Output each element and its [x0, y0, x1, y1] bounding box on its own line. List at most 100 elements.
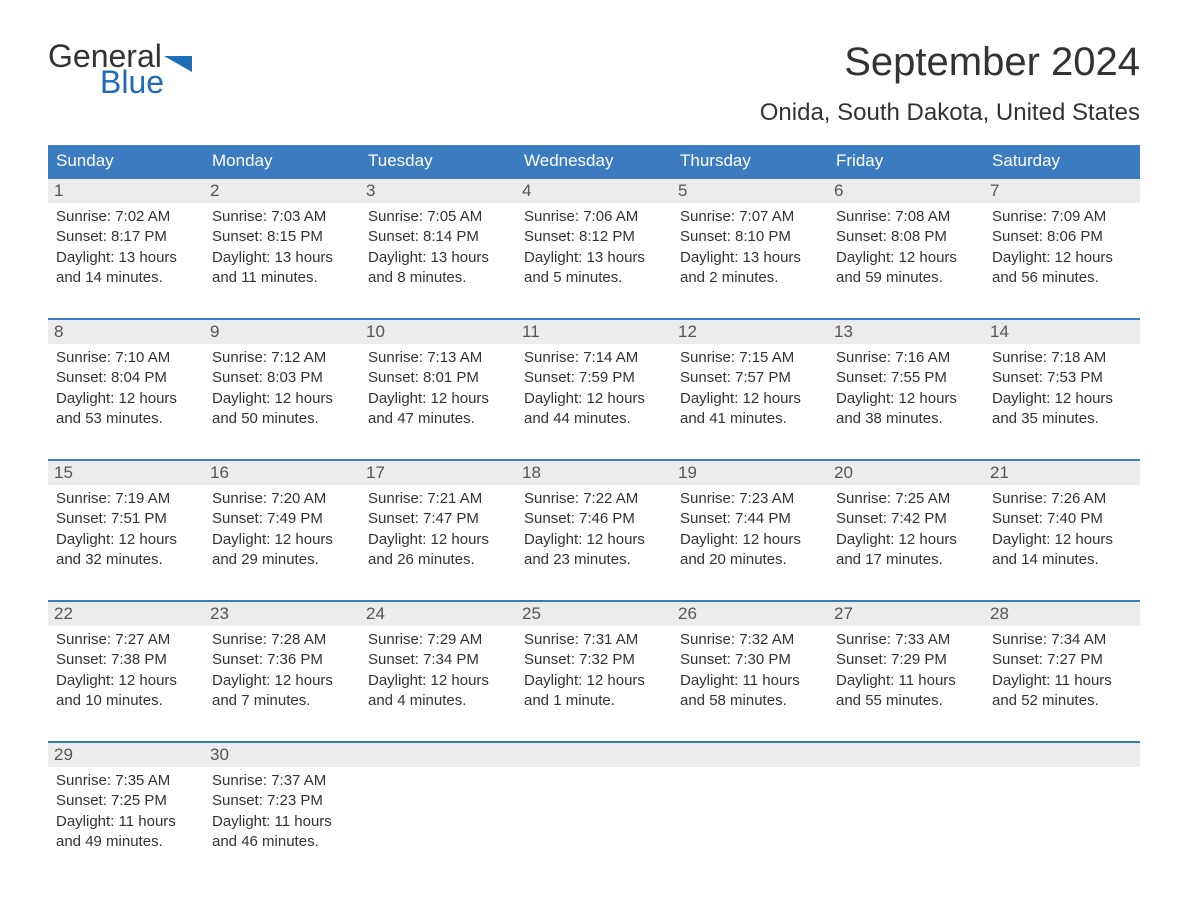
sunset-text: Sunset: 8:01 PM — [368, 368, 508, 388]
sunset-text: Sunset: 7:36 PM — [212, 650, 352, 670]
day-number-cell: 1 — [48, 178, 204, 203]
sunrise-text: Sunrise: 7:03 AM — [212, 207, 352, 227]
day-number: 18 — [516, 461, 672, 485]
day-number-cell: 25 — [516, 601, 672, 626]
day-number: 16 — [204, 461, 360, 485]
day-number-cell: 3 — [360, 178, 516, 203]
sunrise-text: Sunrise: 7:02 AM — [56, 207, 196, 227]
sunset-text: Sunset: 7:51 PM — [56, 509, 196, 529]
sunrise-text: Sunrise: 7:18 AM — [992, 348, 1132, 368]
sunset-text: Sunset: 7:49 PM — [212, 509, 352, 529]
day-number-cell: 14 — [984, 319, 1140, 344]
week-body-row: Sunrise: 7:27 AMSunset: 7:38 PMDaylight:… — [48, 626, 1140, 742]
daylight-text: Daylight: 11 hours and 58 minutes. — [680, 671, 820, 712]
day-number-cell — [828, 742, 984, 767]
week-daynum-row: 15161718192021 — [48, 460, 1140, 485]
sunset-text: Sunset: 8:08 PM — [836, 227, 976, 247]
day-number-cell: 30 — [204, 742, 360, 767]
day-header: Monday — [204, 145, 360, 178]
sunset-text: Sunset: 7:57 PM — [680, 368, 820, 388]
day-number: 21 — [984, 461, 1140, 485]
day-header: Friday — [828, 145, 984, 178]
week-body-row: Sunrise: 7:02 AMSunset: 8:17 PMDaylight:… — [48, 203, 1140, 319]
day-number: 9 — [204, 320, 360, 344]
day-number-cell — [672, 742, 828, 767]
sunset-text: Sunset: 8:12 PM — [524, 227, 664, 247]
day-body: Sunrise: 7:03 AMSunset: 8:15 PMDaylight:… — [204, 203, 360, 318]
day-number-cell: 17 — [360, 460, 516, 485]
day-number-cell: 24 — [360, 601, 516, 626]
week-body-row: Sunrise: 7:10 AMSunset: 8:04 PMDaylight:… — [48, 344, 1140, 460]
day-number-cell: 18 — [516, 460, 672, 485]
day-body-cell: Sunrise: 7:32 AMSunset: 7:30 PMDaylight:… — [672, 626, 828, 742]
day-number-cell: 29 — [48, 742, 204, 767]
day-number-cell: 28 — [984, 601, 1140, 626]
sunrise-text: Sunrise: 7:20 AM — [212, 489, 352, 509]
sunset-text: Sunset: 8:15 PM — [212, 227, 352, 247]
day-number: 8 — [48, 320, 204, 344]
sunset-text: Sunset: 7:23 PM — [212, 791, 352, 811]
day-number-cell: 21 — [984, 460, 1140, 485]
day-number-cell: 10 — [360, 319, 516, 344]
sunset-text: Sunset: 7:38 PM — [56, 650, 196, 670]
daylight-text: Daylight: 12 hours and 20 minutes. — [680, 530, 820, 571]
day-number-cell: 19 — [672, 460, 828, 485]
day-number-cell: 11 — [516, 319, 672, 344]
day-number-cell: 27 — [828, 601, 984, 626]
sunrise-text: Sunrise: 7:37 AM — [212, 771, 352, 791]
day-body-cell: Sunrise: 7:09 AMSunset: 8:06 PMDaylight:… — [984, 203, 1140, 319]
week-daynum-row: 1234567 — [48, 178, 1140, 203]
day-body-cell — [828, 767, 984, 882]
sunset-text: Sunset: 7:46 PM — [524, 509, 664, 529]
day-number-cell — [360, 742, 516, 767]
day-number: 27 — [828, 602, 984, 626]
day-body-cell: Sunrise: 7:22 AMSunset: 7:46 PMDaylight:… — [516, 485, 672, 601]
day-number-cell: 12 — [672, 319, 828, 344]
day-header: Thursday — [672, 145, 828, 178]
daylight-text: Daylight: 12 hours and 7 minutes. — [212, 671, 352, 712]
daylight-text: Daylight: 12 hours and 59 minutes. — [836, 248, 976, 289]
day-body-cell: Sunrise: 7:20 AMSunset: 7:49 PMDaylight:… — [204, 485, 360, 601]
calendar-table: Sunday Monday Tuesday Wednesday Thursday… — [48, 145, 1140, 882]
sunrise-text: Sunrise: 7:25 AM — [836, 489, 976, 509]
day-body-cell: Sunrise: 7:16 AMSunset: 7:55 PMDaylight:… — [828, 344, 984, 460]
sunrise-text: Sunrise: 7:08 AM — [836, 207, 976, 227]
day-number-cell: 8 — [48, 319, 204, 344]
daylight-text: Daylight: 12 hours and 10 minutes. — [56, 671, 196, 712]
day-number: 1 — [48, 179, 204, 203]
day-number-cell: 23 — [204, 601, 360, 626]
sunrise-text: Sunrise: 7:35 AM — [56, 771, 196, 791]
sunset-text: Sunset: 7:47 PM — [368, 509, 508, 529]
title-block: September 2024 Onida, South Dakota, Unit… — [760, 40, 1140, 137]
day-body — [984, 767, 1140, 877]
day-body: Sunrise: 7:08 AMSunset: 8:08 PMDaylight:… — [828, 203, 984, 318]
day-body-cell: Sunrise: 7:14 AMSunset: 7:59 PMDaylight:… — [516, 344, 672, 460]
sunrise-text: Sunrise: 7:28 AM — [212, 630, 352, 650]
day-body-cell: Sunrise: 7:21 AMSunset: 7:47 PMDaylight:… — [360, 485, 516, 601]
day-body-cell: Sunrise: 7:05 AMSunset: 8:14 PMDaylight:… — [360, 203, 516, 319]
sunset-text: Sunset: 7:34 PM — [368, 650, 508, 670]
day-body-cell: Sunrise: 7:18 AMSunset: 7:53 PMDaylight:… — [984, 344, 1140, 460]
day-body: Sunrise: 7:09 AMSunset: 8:06 PMDaylight:… — [984, 203, 1140, 318]
sunrise-text: Sunrise: 7:19 AM — [56, 489, 196, 509]
sunrise-text: Sunrise: 7:16 AM — [836, 348, 976, 368]
sunrise-text: Sunrise: 7:23 AM — [680, 489, 820, 509]
day-number-cell — [516, 742, 672, 767]
day-number: 23 — [204, 602, 360, 626]
day-number: 4 — [516, 179, 672, 203]
daylight-text: Daylight: 12 hours and 35 minutes. — [992, 389, 1132, 430]
day-body: Sunrise: 7:21 AMSunset: 7:47 PMDaylight:… — [360, 485, 516, 600]
day-body-cell: Sunrise: 7:34 AMSunset: 7:27 PMDaylight:… — [984, 626, 1140, 742]
sunrise-text: Sunrise: 7:34 AM — [992, 630, 1132, 650]
day-body-cell: Sunrise: 7:27 AMSunset: 7:38 PMDaylight:… — [48, 626, 204, 742]
sunset-text: Sunset: 7:44 PM — [680, 509, 820, 529]
day-body-cell: Sunrise: 7:15 AMSunset: 7:57 PMDaylight:… — [672, 344, 828, 460]
day-body-cell — [672, 767, 828, 882]
sunset-text: Sunset: 8:10 PM — [680, 227, 820, 247]
day-body-cell: Sunrise: 7:29 AMSunset: 7:34 PMDaylight:… — [360, 626, 516, 742]
daylight-text: Daylight: 12 hours and 38 minutes. — [836, 389, 976, 430]
sunset-text: Sunset: 7:32 PM — [524, 650, 664, 670]
day-body: Sunrise: 7:16 AMSunset: 7:55 PMDaylight:… — [828, 344, 984, 459]
day-body: Sunrise: 7:10 AMSunset: 8:04 PMDaylight:… — [48, 344, 204, 459]
day-body: Sunrise: 7:22 AMSunset: 7:46 PMDaylight:… — [516, 485, 672, 600]
